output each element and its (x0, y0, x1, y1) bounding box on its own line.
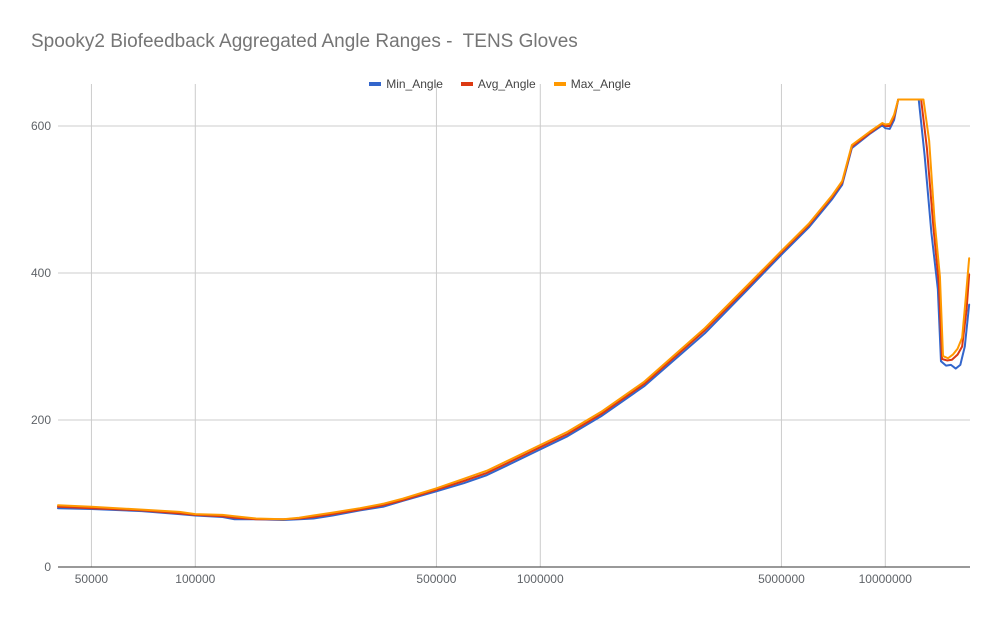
x-tick-label: 50000 (75, 572, 109, 586)
legend: Min_Angle Avg_Angle Max_Angle (0, 76, 1000, 92)
x-tick-label: 1000000 (517, 572, 564, 586)
x-tick-label: 5000000 (758, 572, 805, 586)
y-tick-label: 200 (31, 413, 51, 427)
x-tick-label: 10000000 (859, 572, 913, 586)
x-tick-label: 100000 (175, 572, 215, 586)
legend-item-avg-angle[interactable]: Avg_Angle (460, 76, 536, 92)
series-line-max-angle (57, 98, 971, 521)
legend-swatch-min-angle (369, 82, 382, 86)
series-line-avg-angle (57, 98, 971, 521)
series-layer (57, 98, 971, 521)
legend-label-max-angle: Max_Angle (570, 77, 631, 91)
y-tick-label: 600 (31, 119, 51, 133)
legend-swatch-max-angle (553, 82, 566, 86)
legend-swatch-avg-angle (460, 82, 473, 86)
grid-layer (58, 84, 970, 567)
legend-item-max-angle[interactable]: Max_Angle (553, 76, 631, 92)
x-tick-label: 500000 (416, 572, 456, 586)
legend-item-min-angle[interactable]: Min_Angle (369, 76, 443, 92)
legend-label-min-angle: Min_Angle (386, 77, 443, 91)
chart-title: Spooky2 Biofeedback Aggregated Angle Ran… (31, 31, 578, 52)
legend-label-avg-angle: Avg_Angle (477, 77, 536, 91)
y-tick-label: 400 (31, 266, 51, 280)
y-tick-label: 0 (44, 560, 51, 574)
axis-layer: 0 200 400 600 50000 100000 500000 1000000 500000… (31, 119, 970, 586)
